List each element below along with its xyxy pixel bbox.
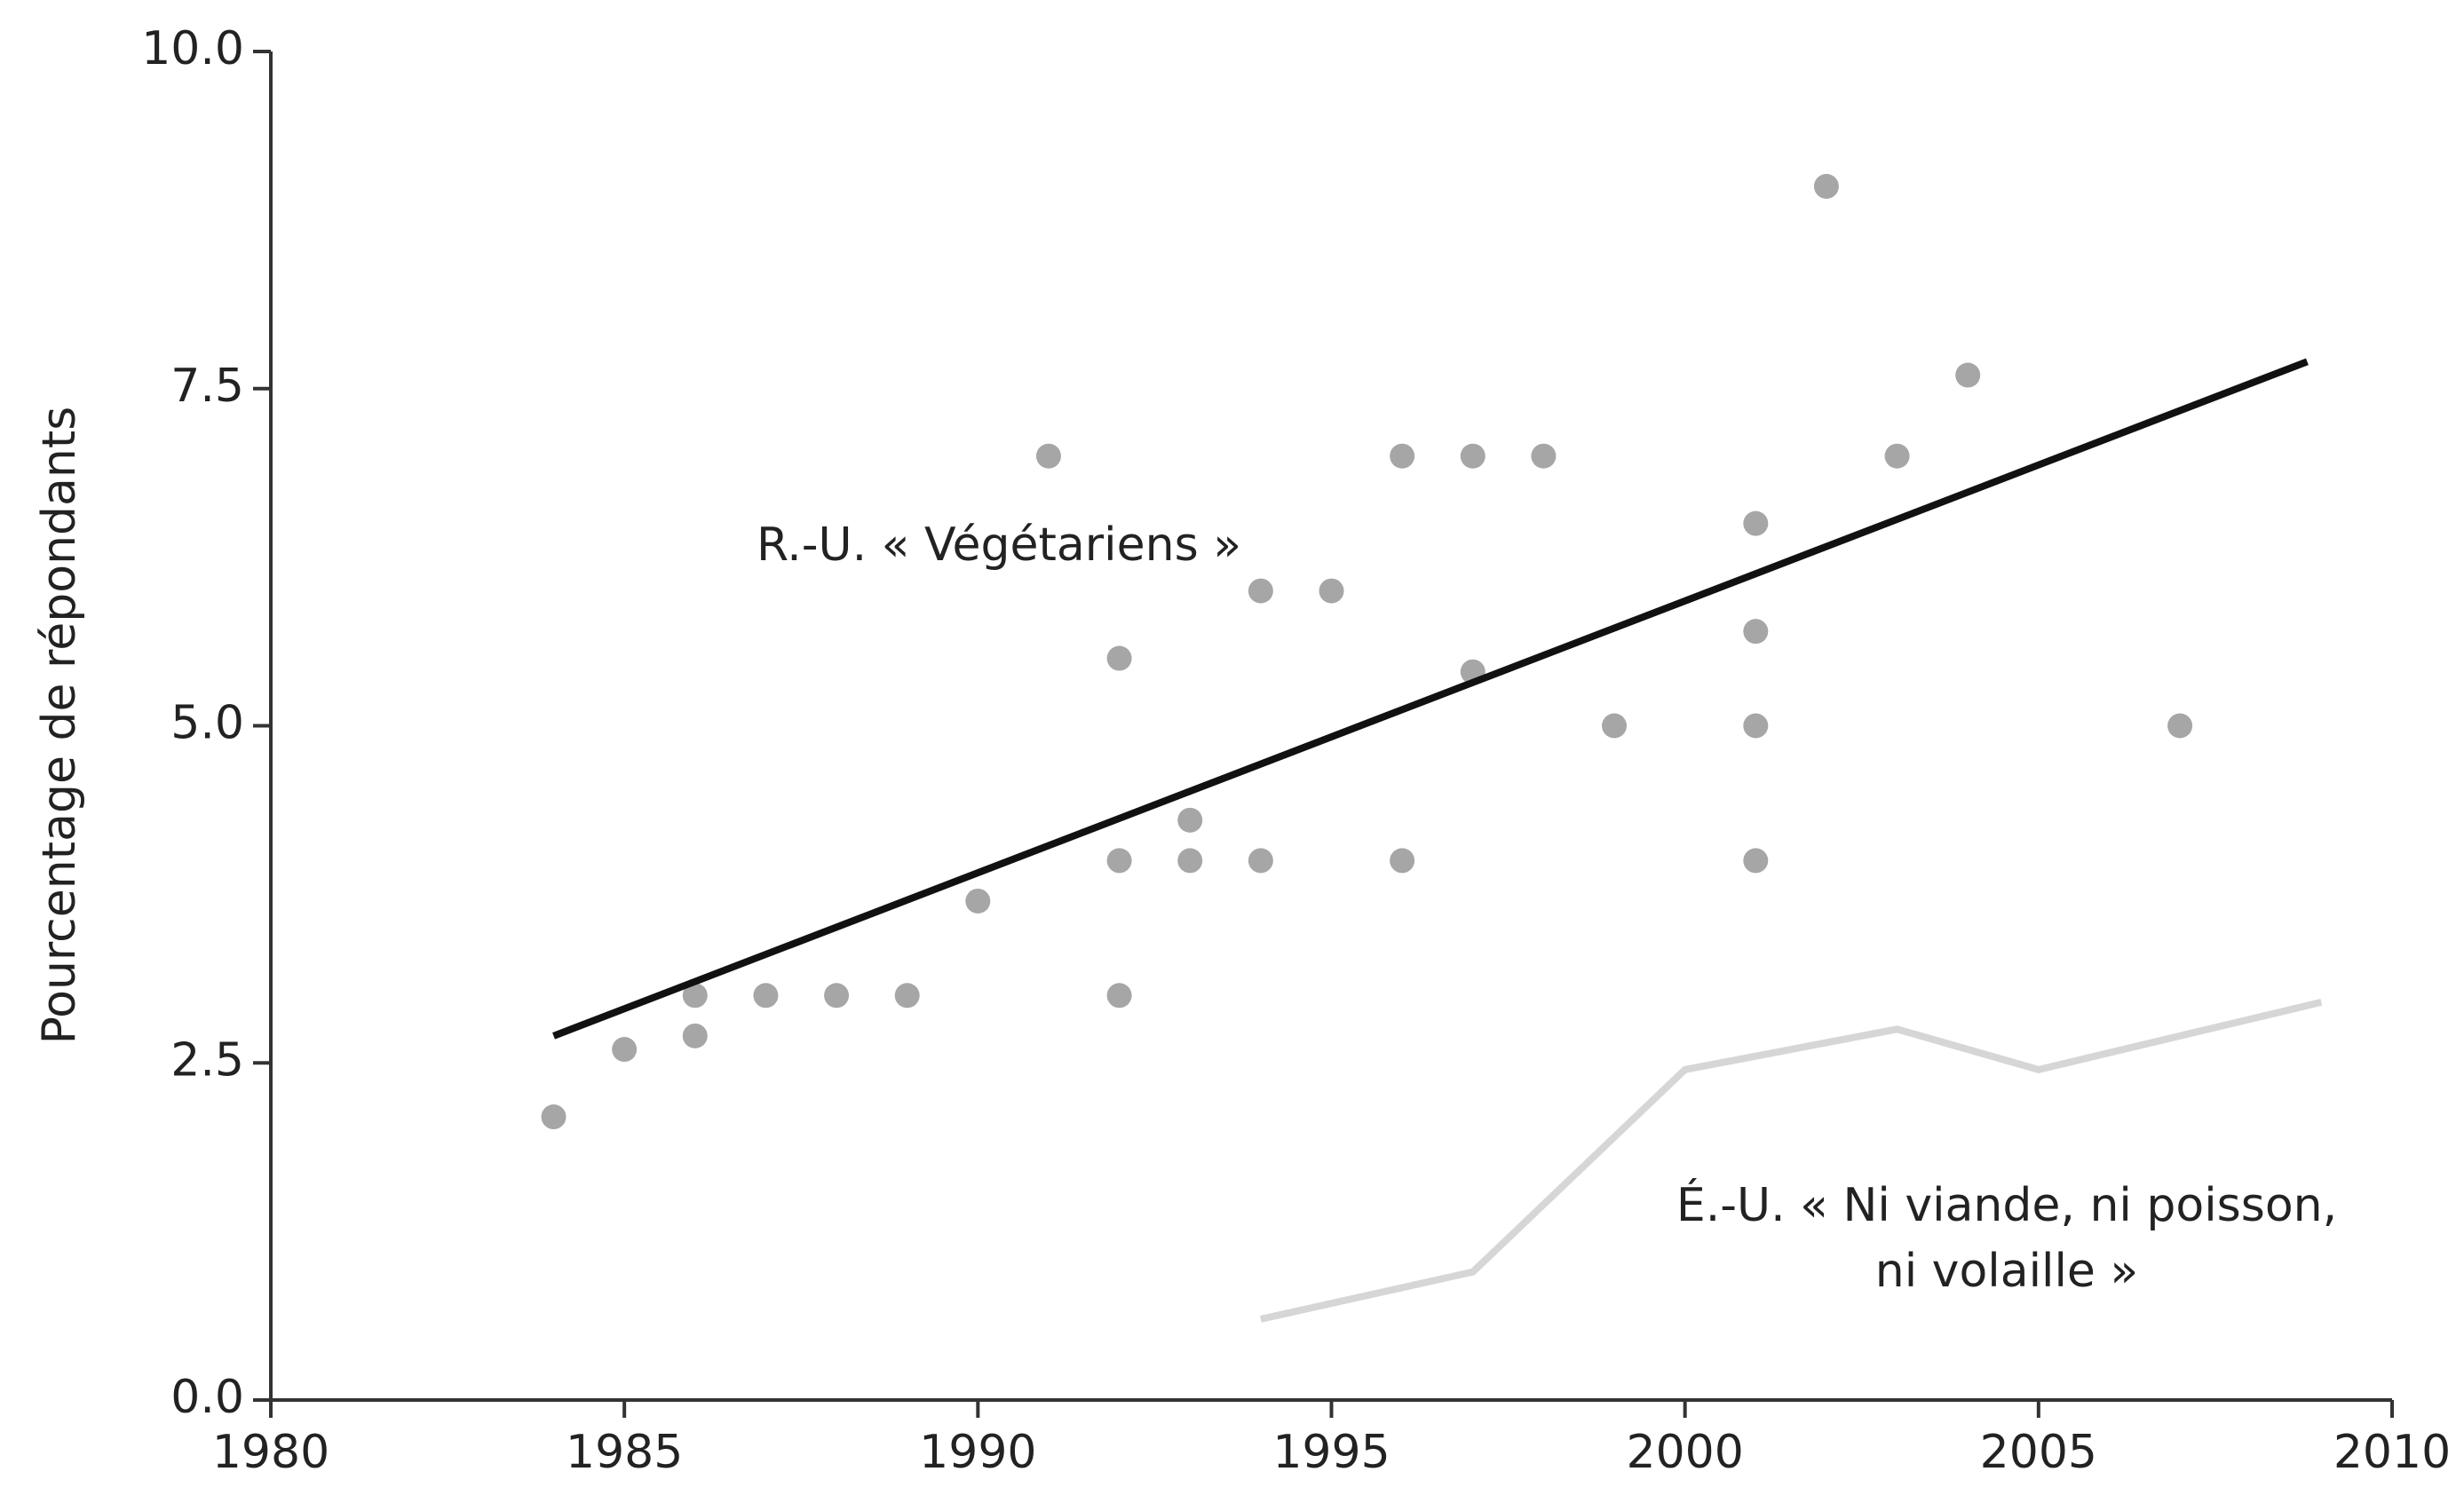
point — [682, 983, 708, 1009]
point — [682, 1023, 708, 1048]
x-tick-label: 1980 — [212, 1426, 329, 1479]
y-tick-label: 10.0 — [141, 22, 244, 75]
y-tick-label: 0.0 — [170, 1371, 244, 1424]
point — [1106, 983, 1132, 1009]
point — [1955, 362, 1981, 388]
y-tick-label: 5.0 — [170, 697, 244, 750]
annotation: É.-U. « Ni viande, ni poisson, — [1676, 1178, 2337, 1232]
point — [824, 983, 850, 1009]
point — [1248, 848, 1273, 874]
point — [753, 983, 779, 1009]
point — [1884, 443, 1910, 469]
x-tick-label: 1995 — [1272, 1426, 1390, 1479]
point — [1177, 807, 1203, 833]
y-tick-label: 7.5 — [170, 360, 244, 413]
point — [1106, 645, 1132, 671]
line — [552, 358, 2309, 1040]
point — [1743, 713, 1769, 739]
y-axis-label: Pourcentage de répondants — [33, 407, 86, 1045]
point — [2167, 713, 2193, 739]
point — [1531, 443, 1557, 469]
point — [965, 888, 991, 914]
x-tick-label: 2005 — [1980, 1426, 2097, 1479]
x-tick-label: 2000 — [1626, 1426, 1743, 1479]
annotation: R.-U. « Végétariens » — [757, 518, 1241, 572]
x-tick-label: 2010 — [2333, 1426, 2451, 1479]
point — [1319, 578, 1344, 604]
annotation: ni volaille » — [1875, 1245, 2139, 1298]
point — [1743, 848, 1769, 874]
point — [541, 1104, 566, 1130]
point — [1813, 173, 1839, 199]
x-tick-label: 1990 — [919, 1426, 1036, 1479]
point — [1460, 443, 1486, 469]
point — [1602, 713, 1628, 739]
point — [1035, 443, 1061, 469]
x-tick-label: 1985 — [566, 1426, 683, 1479]
point — [612, 1037, 638, 1063]
point — [1390, 848, 1415, 874]
point — [1248, 578, 1273, 604]
point — [1177, 848, 1203, 874]
line — [1260, 999, 2323, 1323]
point — [1390, 443, 1415, 469]
point — [1743, 619, 1769, 645]
point — [894, 983, 920, 1009]
point — [1743, 510, 1769, 536]
point — [1106, 848, 1132, 874]
y-tick-label: 2.5 — [170, 1033, 244, 1087]
